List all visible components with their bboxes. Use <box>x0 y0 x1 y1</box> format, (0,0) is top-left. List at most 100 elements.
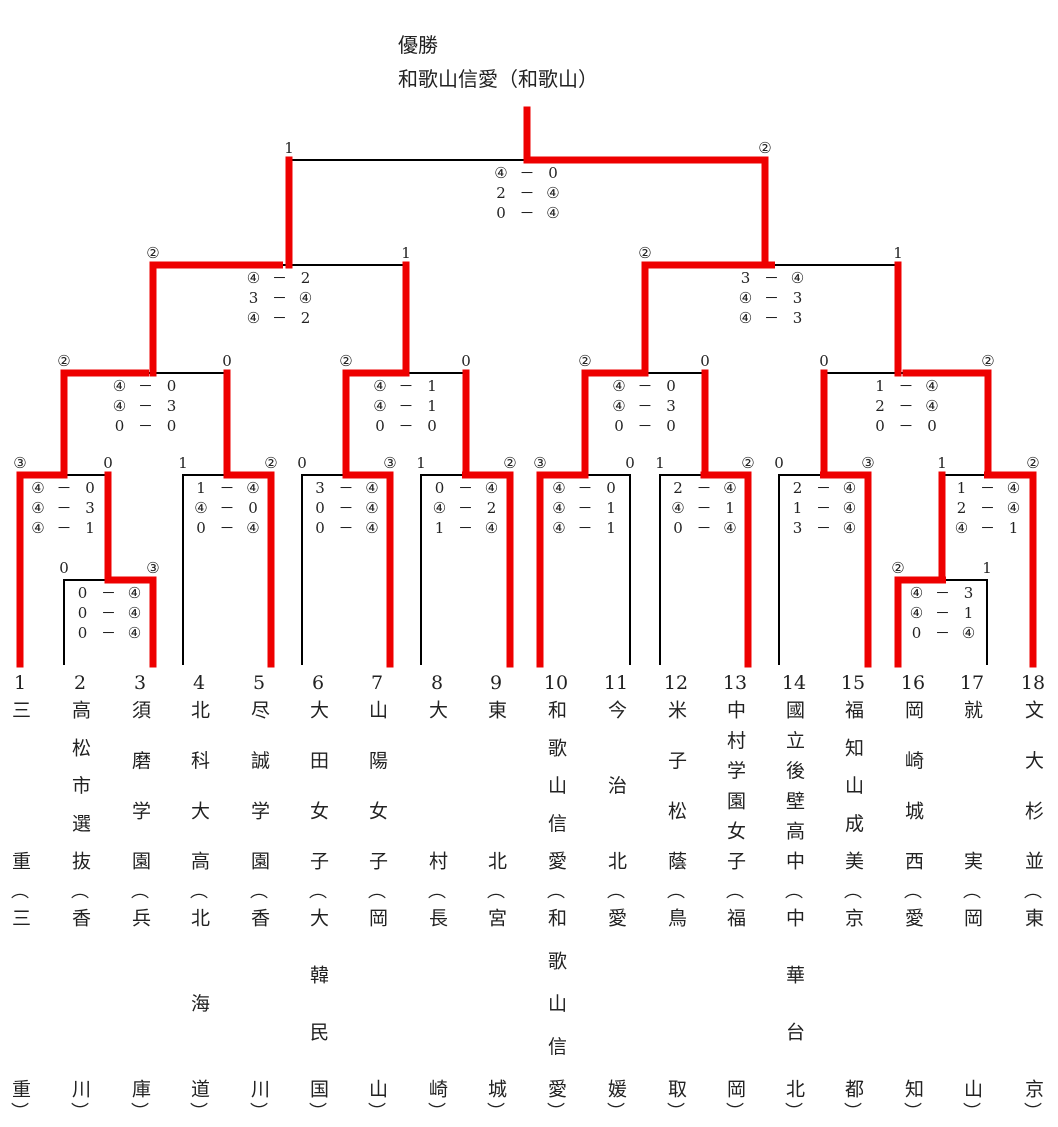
left-score: ④ <box>909 584 924 602</box>
right-games-won: ③ <box>146 559 160 577</box>
paren-close: ︶ <box>963 1102 981 1123</box>
right-score: 1 <box>606 519 616 537</box>
paren-close: ︶ <box>11 1102 29 1123</box>
left-score: ④ <box>494 164 508 182</box>
paren-open: ︵ <box>547 881 565 902</box>
right-score: 2 <box>486 499 497 517</box>
team-prefecture: 宮城 <box>485 908 507 1098</box>
paren-close: ︶ <box>904 1102 922 1123</box>
left-score: 1 <box>792 499 803 517</box>
right-score: ④ <box>1006 479 1021 497</box>
score-separator: － <box>219 519 235 537</box>
game-score: ④ － 3 <box>27 498 101 518</box>
team-number: 7 <box>370 672 384 694</box>
team-name: 和歌山信愛 <box>545 700 567 870</box>
right-score: ④ <box>961 624 976 642</box>
team-prefecture: 愛媛 <box>605 908 627 1098</box>
game-score: 3 － ④ <box>243 288 317 308</box>
right-score: 0 <box>927 417 937 435</box>
left-score: ④ <box>954 519 969 537</box>
left-score: 3 <box>740 269 751 287</box>
score-separator: － <box>637 397 653 415</box>
score-separator: － <box>763 309 779 327</box>
team-number: 8 <box>430 672 444 694</box>
team-name: 大村 <box>426 700 448 870</box>
paren-open: ︵ <box>71 881 89 902</box>
right-score: ④ <box>842 519 857 537</box>
paren-close: ︶ <box>309 1102 327 1123</box>
team-prefecture: 岡山 <box>961 908 983 1098</box>
right-score: ④ <box>842 499 857 517</box>
paren-open: ︵ <box>11 881 29 902</box>
left-score: ④ <box>373 377 387 395</box>
paren-close: ︶ <box>190 1102 208 1123</box>
left-games-won: 1 <box>178 454 188 472</box>
right-games-won: ③ <box>383 454 397 472</box>
game-score: 1 － ④ <box>951 478 1025 498</box>
game-score: 1 － ④ <box>869 376 943 396</box>
score-separator: － <box>696 479 712 497</box>
right-games-won: 1 <box>982 559 992 577</box>
paren-open: ︵ <box>963 881 981 902</box>
score-separator: － <box>934 604 950 622</box>
right-score: 0 <box>606 479 616 497</box>
right-games-won: ② <box>981 352 995 370</box>
score-separator: － <box>763 269 779 287</box>
left-score: 2 <box>496 184 506 202</box>
score-separator: － <box>898 397 914 415</box>
right-score: ④ <box>127 584 142 602</box>
score-separator: － <box>815 479 831 497</box>
game-score: 0 － ④ <box>190 518 264 538</box>
paren-close: ︶ <box>607 1102 625 1123</box>
right-score: ④ <box>723 519 737 537</box>
game-score: ④ － 0 <box>490 163 564 183</box>
score-separator: － <box>398 377 414 395</box>
game-score: ④ － 1 <box>667 498 741 518</box>
score-separator: － <box>979 519 995 537</box>
game-score: ④ － 3 <box>906 583 980 603</box>
game-score: 0 － ④ <box>429 478 503 498</box>
team-name: 東北 <box>485 700 507 870</box>
team-number: 1 <box>13 672 27 694</box>
right-games-won: 0 <box>625 454 635 472</box>
right-games-won: 0 <box>461 352 471 370</box>
game-score: 3 － ④ <box>787 518 861 538</box>
right-score: 0 <box>427 417 437 435</box>
team-name: 就実 <box>961 700 983 870</box>
right-score: 1 <box>427 377 437 395</box>
team-number: 15 <box>840 672 866 694</box>
team-prefecture: 京都 <box>842 908 864 1098</box>
left-score: 0 <box>496 204 506 222</box>
game-score: 1 － ④ <box>787 498 861 518</box>
game-score: 2 － ④ <box>667 478 741 498</box>
left-score: ④ <box>552 499 566 517</box>
team-number: 13 <box>722 672 748 694</box>
game-score: 2 － ④ <box>869 396 943 416</box>
game-score: 0 － ④ <box>490 203 564 223</box>
left-games-won: 0 <box>297 454 307 472</box>
score-separator: － <box>979 499 995 517</box>
left-score: ④ <box>552 519 566 537</box>
score-separator: － <box>519 204 535 222</box>
paren-close: ︶ <box>1024 1102 1042 1123</box>
left-score: ④ <box>31 519 45 537</box>
team-prefecture: 三重 <box>9 908 31 1098</box>
score-separator: － <box>56 499 72 517</box>
team-name: 大田女子 <box>307 700 329 870</box>
paren-close: ︶ <box>71 1102 89 1123</box>
left-score: 0 <box>673 519 683 537</box>
right-score: 2 <box>300 309 311 327</box>
score-separator: － <box>696 499 712 517</box>
game-score: 0 － ④ <box>72 603 146 623</box>
team-name: 須磨学園 <box>129 700 151 870</box>
left-games-won: ③ <box>533 454 547 472</box>
paren-close: ︶ <box>547 1102 565 1123</box>
game-score: 0 － ④ <box>309 518 383 538</box>
left-games-won: ② <box>891 559 905 577</box>
game-score: 1 － ④ <box>190 478 264 498</box>
right-score: 1 <box>85 519 95 537</box>
right-score: 1 <box>725 499 735 517</box>
left-score: 3 <box>248 289 259 307</box>
right-score: ④ <box>365 519 379 537</box>
left-games-won: ② <box>146 244 160 262</box>
